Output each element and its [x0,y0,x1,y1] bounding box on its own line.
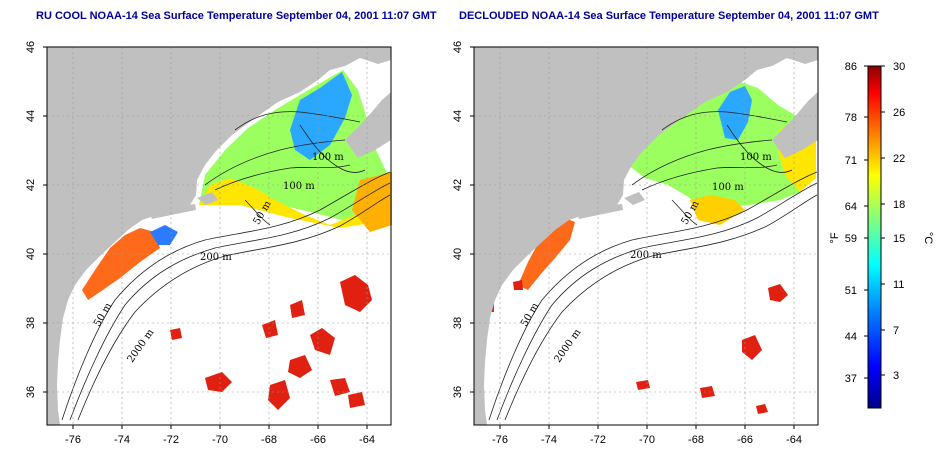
right-lat-tick: 46 [452,41,464,53]
colorbar-f-tick: 51 [845,285,857,297]
left-sst-yellow-zone [199,178,390,228]
left-lon-tick: -76 [65,434,81,446]
left-lat-tick: 46 [25,41,37,53]
left-lon-tick: -66 [310,434,326,446]
right-label-100m-b: 100 m [712,182,744,193]
left-map-frame [46,46,392,426]
colorbar-f-tick: 37 [845,373,857,385]
colorbar-gradient [867,65,882,409]
left-lat-tick: 40 [25,248,37,260]
colorbar-tick-marks [864,65,885,379]
colorbar-c-tick: 15 [893,233,905,245]
right-lon-tick: -72 [590,434,606,446]
left-lon-tick: -72 [163,434,179,446]
right-sst-red-eddies [487,280,788,414]
left-nova-scotia [345,92,391,158]
left-cape-cod [197,192,218,205]
colorbar-f-tick: 64 [845,201,857,213]
right-lon-tick: -66 [737,434,753,446]
right-lon-tick: -70 [639,434,655,446]
right-map-title: DECLOUDED NOAA-14 Sea Surface Temperatur… [459,10,879,22]
colorbar-c-tick: 18 [893,199,905,211]
left-lat-tick-labels: 46 44 42 40 38 36 [25,41,37,398]
right-map-frame [473,46,819,426]
right-tick-marks [470,46,795,429]
right-cape-cod [624,192,645,205]
left-lon-tick: -70 [212,434,228,446]
right-lon-tick: -68 [688,434,704,446]
right-lat-tick: 40 [452,248,464,260]
left-label-100m-a: 100 m [312,152,344,163]
right-map: 100 m 100 m 50 m 200 m 50 m 2000 m [452,41,819,446]
left-lon-tick: -68 [261,434,277,446]
right-nova-scotia [772,92,818,158]
right-label-100m-a: 100 m [740,152,772,163]
right-lat-tick: 36 [452,386,464,398]
left-lat-tick: 42 [25,179,37,191]
right-lat-tick: 38 [452,317,464,329]
colorbar-fahrenheit-label: °F [829,232,841,243]
left-tick-marks [43,46,368,429]
right-label-200m: 200 m [630,250,662,261]
colorbar-f-tick: 78 [845,112,857,124]
left-lat-tick: 36 [25,386,37,398]
left-long-island [150,204,196,219]
left-sst-mid-atlantic [82,228,160,300]
right-lon-tick: -64 [786,434,802,446]
right-long-island [577,204,623,219]
left-lon-tick-labels: -76 -74 -72 -70 -68 -66 -64 [65,434,375,446]
colorbar-c-tick: 30 [893,61,905,73]
right-lon-tick: -74 [541,434,557,446]
right-lat-tick: 44 [452,110,464,122]
left-sst-blue-coast [150,225,178,245]
left-contours [61,111,391,421]
left-label-200m: 200 m [200,252,232,263]
left-lon-tick: -74 [114,434,130,446]
left-map: 100 m 100 m 50 m 200 m 50 m 2000 m [25,41,392,446]
colorbar-celsius-ticks: 30 26 22 18 15 11 7 3 [893,61,905,382]
right-contours [488,111,818,421]
colorbar-c-tick: 3 [893,370,899,382]
right-lon-tick-labels: -76 -74 -72 -70 -68 -66 -64 [492,434,802,446]
colorbar-c-tick: 11 [893,279,904,291]
left-sst-red-eddies [170,275,372,410]
left-lat-tick: 44 [25,110,37,122]
right-grid [474,47,818,425]
left-label-100m-b: 100 m [283,181,315,192]
left-sst-cold-core [290,72,352,160]
left-map-title: RU COOL NOAA-14 Sea Surface Temperature … [36,10,437,22]
colorbar-f-tick: 44 [845,331,857,343]
colorbar-c-tick: 26 [893,107,905,119]
colorbar: 86 78 71 64 59 51 44 37 30 26 22 18 15 1… [829,61,934,409]
colorbar-c-tick: 7 [893,325,899,337]
right-lat-tick-labels: 46 44 42 40 38 36 [452,41,464,398]
colorbar-f-tick: 71 [845,155,857,167]
right-sst-yellow-south [690,195,745,225]
right-lon-tick: -76 [492,434,508,446]
colorbar-fahrenheit-ticks: 86 78 71 64 59 51 44 37 [845,61,857,385]
colorbar-f-tick: 59 [845,233,857,245]
left-land [47,47,391,425]
right-lat-tick: 42 [452,179,464,191]
left-grid [47,47,391,425]
colorbar-celsius-label: °C [922,232,934,244]
colorbar-f-tick: 86 [845,61,857,73]
right-land [474,47,818,425]
right-sst-mid-atlantic [518,218,575,290]
colorbar-c-tick: 22 [893,153,905,165]
left-lat-tick: 38 [25,317,37,329]
left-lon-tick: -64 [359,434,375,446]
